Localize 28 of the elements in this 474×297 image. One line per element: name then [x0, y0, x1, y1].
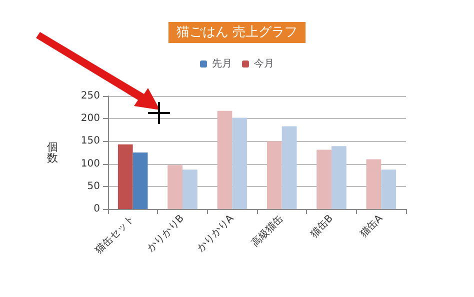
y-tick-label: 250 — [80, 90, 100, 102]
x-tick-label: かりかりB — [145, 213, 186, 254]
y-tick-label: 0 — [94, 204, 100, 214]
y-tick-label: 50 — [87, 180, 100, 192]
y-tick-label: 100 — [80, 158, 100, 170]
bar — [118, 144, 133, 209]
x-tick-label: 高級猫缶 — [248, 212, 286, 250]
x-tick-label: 猫缶B — [308, 213, 336, 240]
bar — [366, 159, 382, 209]
bar — [232, 118, 248, 209]
y-tick-label: 200 — [80, 113, 100, 124]
x-tick-label: 猫缶A — [358, 213, 386, 240]
bar — [168, 165, 182, 209]
y-tick-label: 150 — [80, 136, 100, 147]
bar — [332, 146, 346, 209]
bar — [282, 126, 297, 209]
bar — [217, 110, 232, 209]
chart-title: 猫ごはん 売上グラフ — [176, 25, 298, 40]
bar — [266, 141, 282, 209]
bar — [132, 152, 148, 209]
bar — [381, 170, 396, 209]
legend-label: 先月 — [212, 58, 232, 70]
x-tick-label: かりかりA — [195, 213, 236, 254]
bar — [316, 150, 332, 209]
legend-label: 今月 — [254, 58, 274, 70]
bar — [182, 170, 198, 209]
x-tick-label: 猫缶セット — [94, 213, 137, 256]
y-axis-title: 個数 — [47, 140, 58, 164]
